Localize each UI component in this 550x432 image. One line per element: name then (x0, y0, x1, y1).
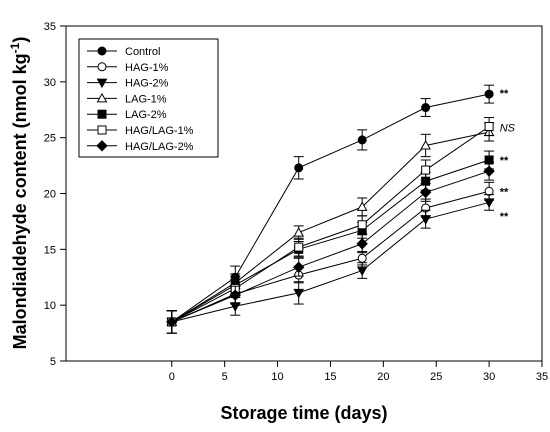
legend-item: LAG-1% (87, 92, 167, 105)
significance-annotation: ** (500, 211, 509, 223)
significance-annotation: NS (500, 123, 516, 135)
series-line (171, 170, 490, 323)
x-tick-label: 20 (377, 371, 389, 383)
data-point (484, 186, 494, 196)
data-point (483, 165, 495, 177)
data-point (484, 122, 494, 131)
y-axis-title-superscript: -1 (8, 42, 22, 53)
x-axis-title: Storage time (days) (220, 403, 387, 423)
series-hag-1- (166, 181, 495, 334)
series-line (171, 93, 490, 323)
legend-marker (96, 140, 108, 152)
annotations: ** NS ** ** ** (500, 88, 516, 223)
x-tick-label: 35 (536, 371, 548, 383)
legend-label: HAG-2% (125, 78, 169, 90)
legend-marker (96, 78, 108, 89)
legend-item: Control (87, 46, 160, 58)
legend-item: HAG-2% (87, 78, 169, 90)
series-hag-2- (166, 194, 495, 334)
legend-marker (97, 109, 107, 119)
legend-marker (96, 92, 108, 103)
y-tick-label: 10 (44, 300, 56, 312)
significance-annotation: ** (500, 186, 509, 198)
legend: Control HAG-1% HAG-2% LAG-1% LAG-2% HAG/LAG-1… (78, 38, 219, 158)
data-point (421, 103, 431, 113)
data-point (420, 215, 431, 225)
legend-item: HAG-1% (87, 62, 169, 74)
data-point (357, 135, 367, 145)
x-tick-label: 15 (324, 371, 336, 383)
series-layer (166, 84, 495, 334)
series-line (171, 159, 490, 323)
legend-label: LAG-1% (125, 93, 167, 105)
legend-label: LAG-2% (125, 109, 167, 121)
y-tick-label: 25 (44, 133, 56, 145)
series-lag-2- (166, 150, 495, 334)
y-tick-label: 5 (50, 356, 56, 368)
data-point (294, 242, 304, 252)
y-axis-title-close: ) (10, 37, 30, 43)
series-line (171, 131, 490, 323)
legend-label: HAG-1% (125, 62, 169, 74)
legend-label: HAG/LAG-2% (125, 141, 194, 153)
data-point (356, 238, 368, 250)
x-tick-label: 30 (483, 371, 495, 383)
data-point (229, 289, 241, 301)
y-tick-label: 30 (44, 77, 56, 89)
y-axis-title: Malondialdehyde content (nmol kg-1) (8, 37, 30, 350)
series-hag-lag-2- (166, 161, 495, 334)
significance-annotation: ** (500, 155, 509, 167)
significance-annotation: ** (500, 88, 509, 100)
data-point (356, 266, 368, 277)
data-point (356, 201, 368, 211)
series-line (171, 201, 490, 323)
x-tick-label: 25 (430, 371, 442, 383)
y-axis-title-main: Malondialdehyde content (nmol kg (10, 53, 30, 349)
data-point (419, 186, 432, 199)
data-point (420, 139, 431, 150)
series-line (171, 190, 490, 323)
legend-item: LAG-2% (87, 109, 167, 121)
legend-item: HAG/LAG-1% (87, 125, 194, 137)
data-point (421, 165, 431, 175)
legend-label: HAG/LAG-1% (125, 125, 194, 137)
legend-label: Control (125, 46, 160, 58)
legend-marker (97, 62, 107, 72)
data-point (293, 261, 305, 273)
y-tick-label: 35 (44, 21, 56, 33)
legend-item: HAG/LAG-2% (87, 140, 194, 153)
axis-ticks: 0 5 10 15 20 25 30 35 5 10 15 20 25 30 35 (44, 21, 548, 383)
data-point (294, 163, 304, 173)
data-point (357, 253, 367, 263)
y-tick-label: 20 (44, 189, 56, 201)
y-tick-label: 15 (44, 244, 56, 256)
data-point (166, 316, 178, 328)
data-point (293, 227, 305, 237)
data-point (357, 220, 367, 230)
series-line (171, 126, 490, 323)
x-tick-label: 10 (271, 371, 283, 383)
legend-marker (97, 46, 107, 56)
x-tick-label: 0 (169, 371, 175, 383)
data-point (293, 288, 305, 299)
data-point (484, 89, 494, 99)
legend-marker (97, 125, 107, 135)
x-tick-label: 5 (222, 371, 228, 383)
data-point (483, 198, 495, 208)
